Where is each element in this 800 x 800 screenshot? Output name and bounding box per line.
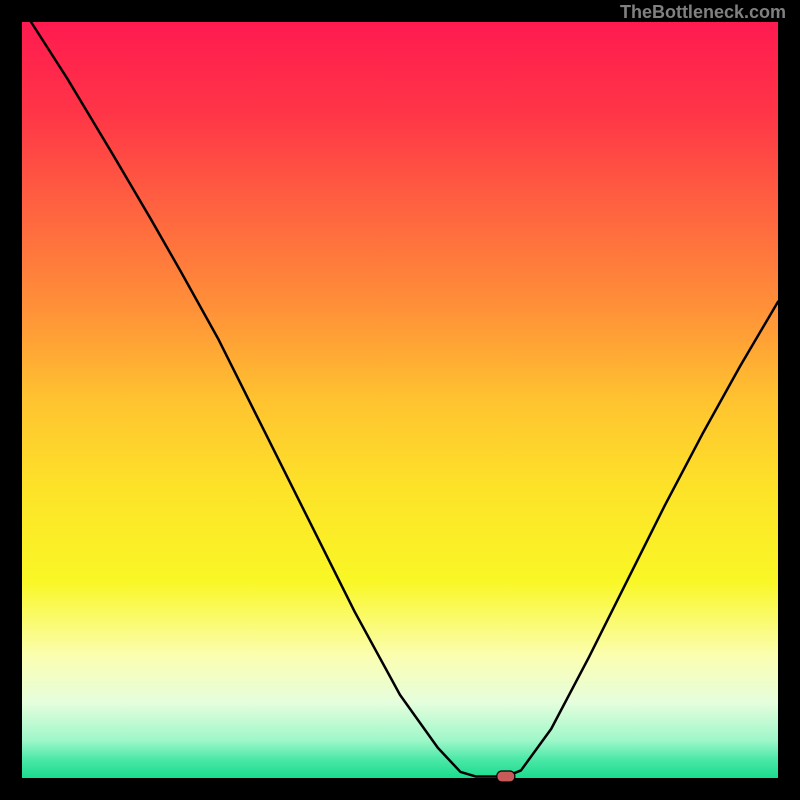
plot-area-gradient <box>22 22 778 778</box>
chart-svg: TheBottleneck.com <box>0 0 800 800</box>
source-watermark: TheBottleneck.com <box>620 2 786 22</box>
minimum-marker <box>497 771 515 782</box>
chart-container: TheBottleneck.com <box>0 0 800 800</box>
